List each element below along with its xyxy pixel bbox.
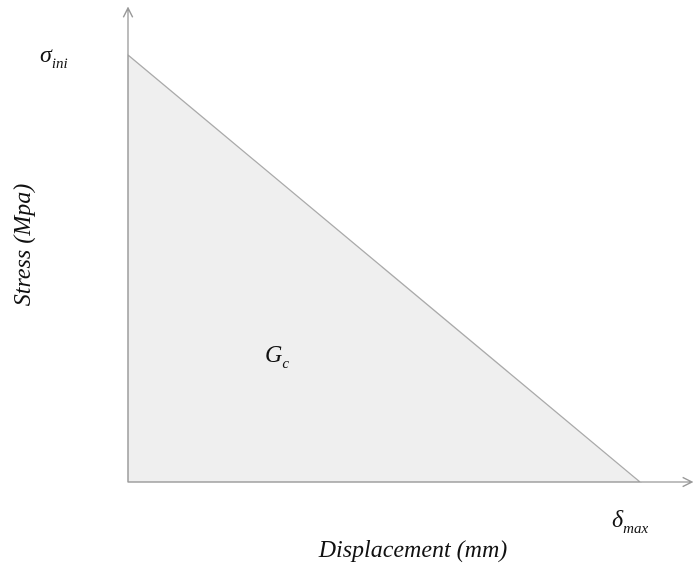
x-tick-label: δmax [612, 507, 648, 537]
y-axis-label: Stress (Mpa) [10, 184, 36, 306]
x-axis-label: Displacement (mm) [318, 537, 508, 563]
y-tick-label: σini [40, 42, 68, 72]
area-label: Gc [265, 342, 289, 372]
energy-triangle [127, 53, 642, 483]
